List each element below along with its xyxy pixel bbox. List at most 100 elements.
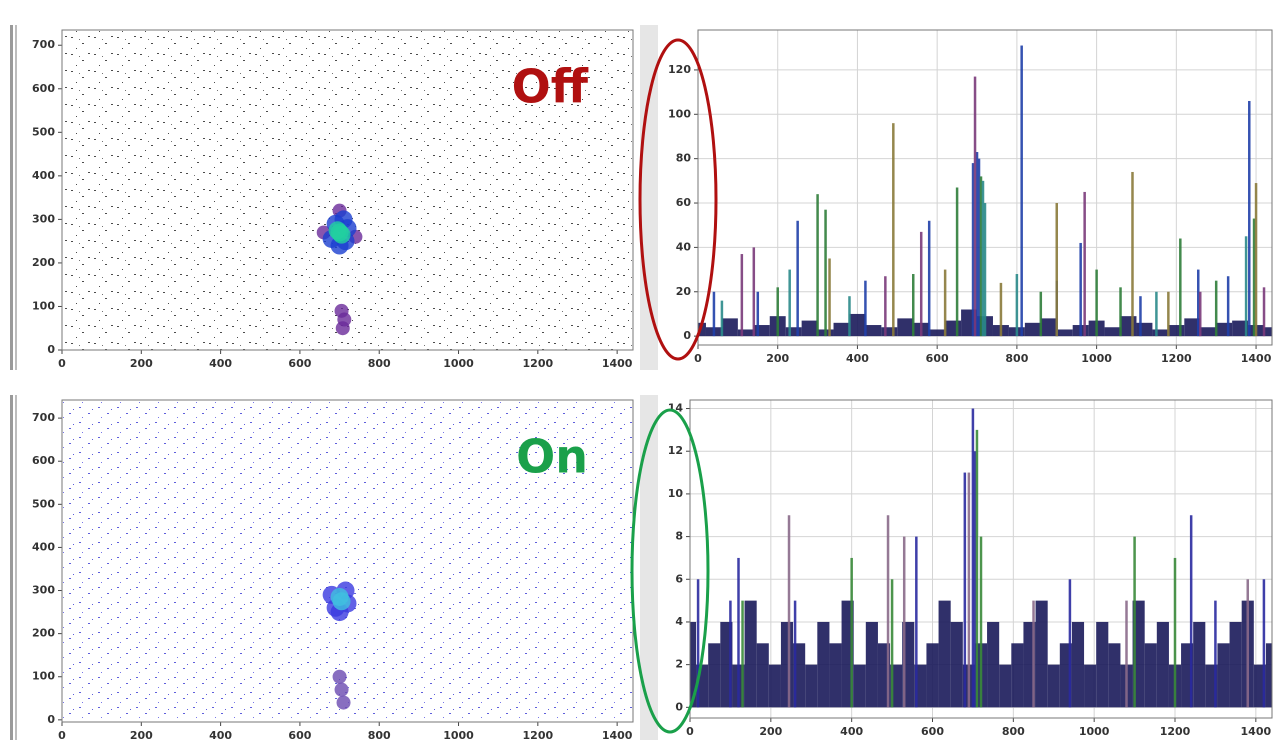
x-tick-label: 200 <box>130 357 153 370</box>
bar <box>1136 322 1153 337</box>
bar <box>848 296 851 337</box>
bar <box>1079 242 1082 337</box>
frame-edge <box>10 395 13 740</box>
bar <box>796 220 799 337</box>
y-tick-label: 300 <box>32 212 55 225</box>
bar <box>816 194 819 337</box>
bar <box>1024 322 1041 337</box>
image-noise <box>62 30 633 350</box>
bar <box>915 536 918 708</box>
bar <box>712 291 716 337</box>
x-tick-label: 800 <box>1005 352 1028 365</box>
y-tick-label: 12 <box>668 444 683 457</box>
bar <box>1262 287 1266 337</box>
x-tick-label: 0 <box>58 729 66 740</box>
bar <box>788 269 791 337</box>
bar <box>1096 621 1109 708</box>
bar <box>1071 621 1085 708</box>
bar <box>943 269 947 337</box>
bar <box>756 643 769 708</box>
bar <box>973 76 977 337</box>
bar <box>850 557 853 708</box>
bar <box>1104 327 1121 337</box>
y-tick-label: 500 <box>32 497 55 510</box>
x-tick-label: 800 <box>1002 725 1025 738</box>
bar <box>776 287 779 337</box>
bar <box>696 579 700 708</box>
y-tick-label: 0 <box>47 343 55 356</box>
bar <box>1156 621 1169 708</box>
x-tick-label: 1400 <box>1241 725 1272 738</box>
bar <box>1193 621 1206 708</box>
y-tick-label: 200 <box>32 627 55 640</box>
bar <box>1197 269 1200 337</box>
bar <box>690 621 697 708</box>
y-tick-label: 20 <box>676 285 692 298</box>
bar <box>1056 329 1073 337</box>
bar <box>1020 45 1023 337</box>
y-tick-label: 0 <box>675 700 683 713</box>
bar <box>721 318 738 337</box>
bar <box>977 158 981 337</box>
bar <box>698 322 706 337</box>
y-tick-label: 200 <box>32 256 55 269</box>
bar <box>897 318 914 337</box>
bar <box>892 123 895 337</box>
x-tick-label: 600 <box>288 729 311 740</box>
bar <box>983 203 987 337</box>
bar <box>950 621 963 708</box>
bar <box>1095 269 1098 337</box>
bar <box>829 643 842 708</box>
x-tick-label: 0 <box>58 357 66 370</box>
bar <box>1040 318 1057 337</box>
x-tick-label: 0 <box>694 352 702 365</box>
bar <box>1246 579 1249 708</box>
bar <box>824 209 827 337</box>
y-tick-label: 300 <box>32 584 55 597</box>
x-tick-label: 0 <box>686 725 694 738</box>
frame-edge <box>15 25 17 370</box>
bar <box>945 320 962 337</box>
bar <box>971 163 975 337</box>
x-tick-label: 800 <box>368 357 391 370</box>
bar <box>1184 318 1201 337</box>
panel: 0 200 400 600 800 1000 1200 1400 0 100 200 300 400 50… <box>32 29 634 370</box>
bar <box>1108 643 1121 708</box>
bar <box>768 664 781 708</box>
bar <box>955 187 959 337</box>
bar <box>817 621 830 708</box>
bar <box>1265 643 1272 708</box>
bar <box>737 329 754 337</box>
bar <box>1155 291 1158 337</box>
bar <box>1217 643 1230 708</box>
bar <box>979 176 983 337</box>
bar <box>1047 664 1060 708</box>
bar <box>752 247 756 337</box>
bar <box>1179 238 1182 337</box>
bar <box>1214 600 1217 708</box>
bar <box>886 515 890 708</box>
y-tick-label: 400 <box>32 169 55 182</box>
frame-edge <box>15 395 17 740</box>
y-tick-label: 0 <box>683 329 691 342</box>
y-tick-label: 60 <box>676 196 692 209</box>
x-tick-label: 200 <box>130 729 153 740</box>
bar <box>1200 327 1217 337</box>
x-tick-label: 400 <box>209 729 232 740</box>
x-tick-label: 400 <box>209 357 232 370</box>
plot-border <box>697 29 1273 346</box>
x-tick-label: 1400 <box>602 729 633 740</box>
plot-border <box>689 399 1273 719</box>
x-tick-label: 200 <box>759 725 782 738</box>
bar <box>1226 276 1230 337</box>
bar <box>756 291 760 337</box>
x-tick-label: 400 <box>846 352 869 365</box>
bar <box>987 621 1000 708</box>
y-tick-label: 120 <box>668 63 691 76</box>
bar <box>979 536 983 708</box>
highlight-ellipse <box>630 408 710 734</box>
marks <box>698 45 1272 337</box>
bar <box>1229 621 1242 708</box>
bar <box>1232 320 1249 337</box>
